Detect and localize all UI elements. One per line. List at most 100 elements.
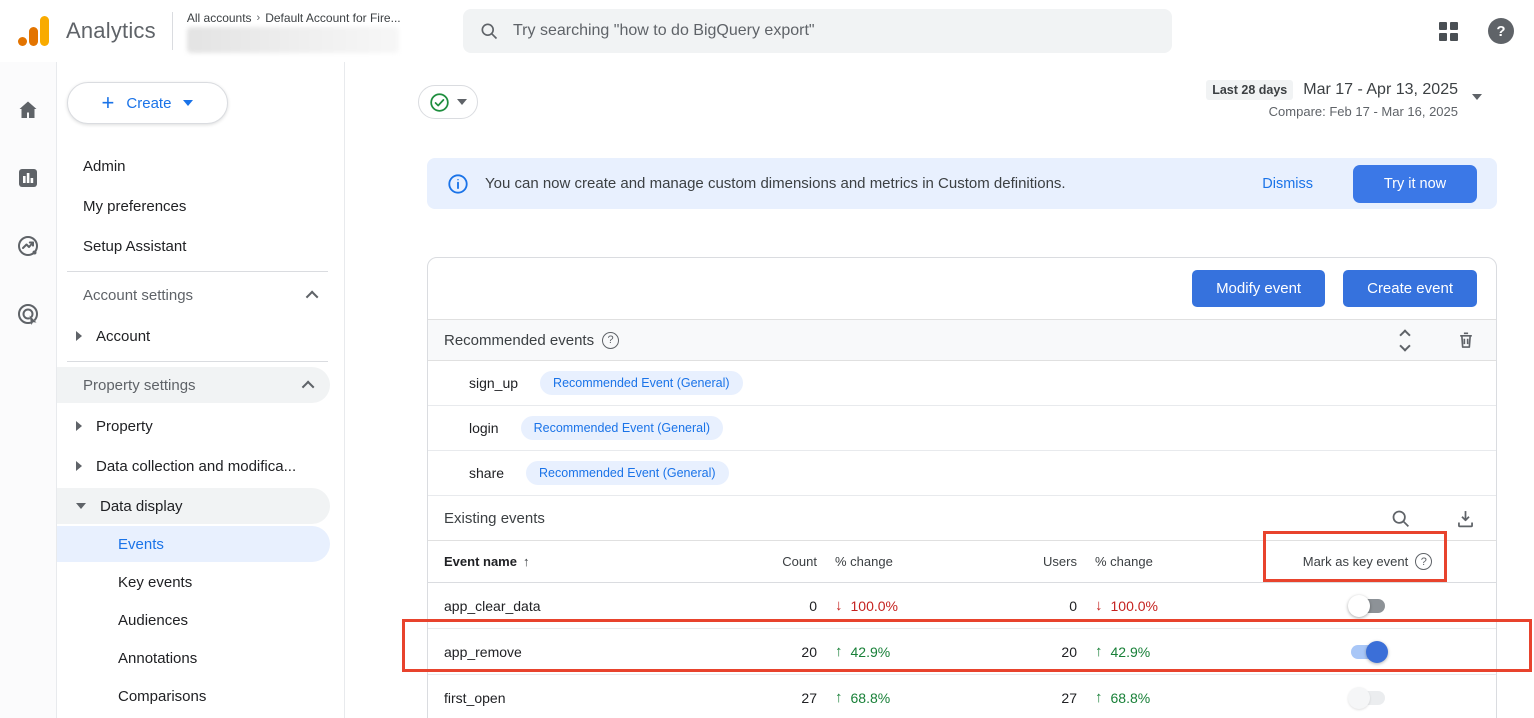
count-value: 20 xyxy=(764,644,817,660)
date-range-text: Last 28 days Mar 17 - Apr 13, 2025 Compa… xyxy=(1206,80,1458,119)
event-name: app_remove xyxy=(428,644,764,660)
event-row-app-clear-data: app_clear_data 0 ↓ 100.0% 0 ↓ 100.0% xyxy=(428,583,1496,629)
date-range-picker[interactable]: Last 28 days Mar 17 - Apr 13, 2025 Compa… xyxy=(1206,80,1482,119)
event-name: login xyxy=(469,420,499,436)
users-value: 20 xyxy=(987,644,1077,660)
home-icon[interactable] xyxy=(16,98,40,122)
column-count[interactable]: Count xyxy=(764,554,817,569)
sidebar-item-label: Key events xyxy=(118,574,192,591)
topbar-right-icons: ? xyxy=(1439,0,1514,62)
modify-event-button[interactable]: Modify event xyxy=(1192,270,1325,307)
search-bar[interactable] xyxy=(463,9,1172,53)
sidebar-item-label: My preferences xyxy=(83,198,186,215)
sort-ascending-icon: ↑ xyxy=(523,554,530,569)
sidebar-item-label: Data display xyxy=(100,498,183,515)
column-pct-change-users[interactable]: % change xyxy=(1077,554,1239,569)
sidebar-item-label: Property xyxy=(96,418,153,435)
help-icon[interactable]: ? xyxy=(602,332,619,349)
sidebar-item-audiences[interactable]: Audiences xyxy=(57,602,330,638)
column-pct-change[interactable]: % change xyxy=(817,554,987,569)
change-value: 100.0% xyxy=(851,598,898,614)
advertising-icon[interactable] xyxy=(16,302,40,326)
users-value: 27 xyxy=(987,690,1077,706)
create-button-label: Create xyxy=(126,95,171,112)
sidebar-item-data-collection[interactable]: Data collection and modifica... xyxy=(57,446,344,486)
recommended-event-row[interactable]: share Recommended Event (General) xyxy=(428,451,1496,496)
key-event-toggle[interactable] xyxy=(1348,594,1388,618)
delete-icon[interactable] xyxy=(1456,329,1476,351)
sidebar-item-label: Data collection and modifica... xyxy=(96,458,296,475)
dismiss-button[interactable]: Dismiss xyxy=(1262,176,1313,192)
redacted-property-name xyxy=(187,27,399,53)
check-circle-icon xyxy=(429,92,450,113)
key-event-toggle[interactable] xyxy=(1348,640,1388,664)
section-property-settings[interactable]: Property settings xyxy=(57,367,330,403)
sidebar-item-label: Annotations xyxy=(118,650,197,667)
breadcrumb-all-accounts[interactable]: All accounts xyxy=(187,11,252,25)
event-name: app_clear_data xyxy=(428,598,764,614)
expand-arrow-icon[interactable] xyxy=(76,331,82,341)
count-change: ↑ 68.8% xyxy=(817,689,987,706)
sidebar-item-admin[interactable]: Admin xyxy=(57,146,344,186)
create-event-button[interactable]: Create event xyxy=(1343,270,1477,307)
sidebar-item-data-display[interactable]: Data display xyxy=(57,488,330,524)
sidebar-item-setup-assistant[interactable]: Setup Assistant xyxy=(57,226,344,266)
create-button[interactable]: + Create xyxy=(67,82,228,124)
analytics-admin-events-screen: Analytics All accounts › Default Account… xyxy=(0,0,1534,718)
arrow-up-icon: ↑ xyxy=(1095,643,1103,660)
breadcrumb-account[interactable]: Default Account for Fire... xyxy=(265,11,400,25)
recommended-event-badge: Recommended Event (General) xyxy=(526,461,728,485)
sidebar-item-annotations[interactable]: Annotations xyxy=(57,640,330,676)
change-value: 100.0% xyxy=(1111,598,1158,614)
explore-icon[interactable] xyxy=(16,234,40,258)
arrow-down-icon: ↓ xyxy=(1095,597,1103,614)
column-event-name[interactable]: Event name ↑ xyxy=(428,554,764,569)
column-mark-as-key-event: Mark as key event ? xyxy=(1239,553,1496,570)
sidebar-item-key-events[interactable]: Key events xyxy=(57,564,330,600)
date-preset-label: Last 28 days xyxy=(1206,80,1293,100)
arrow-up-icon: ↑ xyxy=(1095,689,1103,706)
sidebar-item-comparisons[interactable]: Comparisons xyxy=(57,678,330,714)
column-label: Mark as key event xyxy=(1303,554,1409,569)
unfold-icon[interactable] xyxy=(1401,331,1409,350)
sidebar-item-account[interactable]: Account xyxy=(57,316,344,356)
events-table-header: Event name ↑ Count % change Users % chan… xyxy=(428,541,1496,583)
sidebar-item-events[interactable]: Events xyxy=(57,526,330,562)
data-quality-button[interactable] xyxy=(418,85,478,119)
download-icon[interactable] xyxy=(1455,508,1476,529)
account-breadcrumb[interactable]: All accounts › Default Account for Fire.… xyxy=(187,9,401,53)
sidebar-divider xyxy=(67,271,328,272)
existing-events-title: Existing events xyxy=(444,510,1390,527)
sidebar-item-label: Comparisons xyxy=(118,688,206,705)
search-input[interactable] xyxy=(513,22,1156,40)
admin-sidebar: + Create Admin My preferences Setup Assi… xyxy=(57,62,345,718)
search-icon[interactable] xyxy=(1390,508,1411,529)
nav-rail xyxy=(0,62,57,718)
info-banner: You can now create and manage custom dim… xyxy=(427,158,1497,209)
try-it-now-button[interactable]: Try it now xyxy=(1353,165,1477,203)
key-event-cell xyxy=(1239,640,1496,664)
topbar-divider xyxy=(172,12,173,50)
users-change: ↓ 100.0% xyxy=(1077,597,1239,614)
help-icon[interactable]: ? xyxy=(1415,553,1432,570)
section-account-settings[interactable]: Account settings xyxy=(57,277,344,313)
analytics-logo[interactable]: Analytics xyxy=(0,15,156,47)
expand-arrow-icon[interactable] xyxy=(76,461,82,471)
recommended-event-badge: Recommended Event (General) xyxy=(521,416,723,440)
key-event-toggle[interactable] xyxy=(1348,686,1388,710)
column-users[interactable]: Users xyxy=(987,554,1077,569)
change-value: 42.9% xyxy=(1111,644,1151,660)
sidebar-item-my-preferences[interactable]: My preferences xyxy=(57,186,344,226)
reports-icon[interactable] xyxy=(16,166,40,190)
sidebar-item-property[interactable]: Property xyxy=(57,406,344,446)
collapse-arrow-icon[interactable] xyxy=(76,503,86,509)
recommended-event-row[interactable]: sign_up Recommended Event (General) xyxy=(428,361,1496,406)
banner-message: You can now create and manage custom dim… xyxy=(485,175,1262,192)
arrow-up-icon: ↑ xyxy=(835,643,843,660)
sidebar-divider xyxy=(67,361,328,362)
chevron-down-icon xyxy=(1472,94,1482,100)
recommended-event-row[interactable]: login Recommended Event (General) xyxy=(428,406,1496,451)
expand-arrow-icon[interactable] xyxy=(76,421,82,431)
help-icon[interactable]: ? xyxy=(1488,18,1514,44)
diagnostics-grid-icon[interactable] xyxy=(1439,22,1458,41)
